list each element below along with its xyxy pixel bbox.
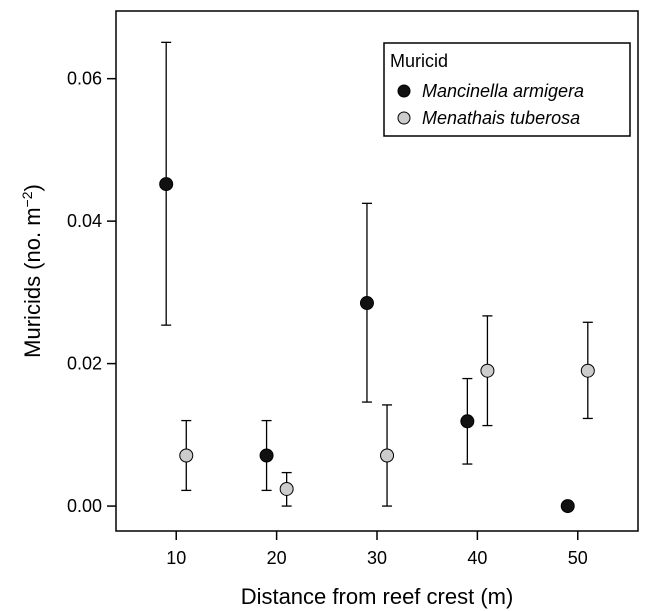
y-tick-label: 0.00 — [67, 496, 102, 516]
x-tick-label: 10 — [166, 548, 186, 568]
y-axis-label-main: Muricids (no. m — [20, 207, 45, 357]
legend-marker-menathais — [397, 111, 411, 125]
legend-marker-mancinella — [397, 84, 411, 98]
legend: Muricid Mancinella armigera Menathais tu… — [383, 42, 631, 137]
y-axis-label-superscript: −2 — [19, 191, 35, 207]
x-tick-label: 40 — [467, 548, 487, 568]
point-mancinella — [560, 499, 575, 514]
legend-item-mancinella: Mancinella armigera — [422, 81, 584, 101]
data-points — [159, 177, 595, 514]
y-tick-label: 0.02 — [67, 354, 102, 374]
y-axis-label: Muricids (no. m−2) — [19, 184, 45, 358]
legend-title: Muricid — [390, 51, 448, 71]
point-mancinella — [259, 448, 274, 463]
y-tick-label: 0.06 — [67, 69, 102, 89]
x-tick-label: 30 — [367, 548, 387, 568]
point-menathais — [580, 363, 595, 378]
y-axis-label-close: ) — [20, 184, 45, 191]
y-axis: 0.00 0.02 0.04 0.06 — [67, 69, 116, 516]
point-mancinella — [460, 414, 475, 429]
point-menathais — [480, 363, 495, 378]
point-menathais — [380, 448, 395, 463]
x-axis: 10 20 30 40 50 — [166, 531, 588, 568]
x-axis-label: Distance from reef crest (m) — [241, 584, 514, 609]
x-tick-label: 50 — [568, 548, 588, 568]
point-menathais — [179, 448, 194, 463]
y-tick-label: 0.04 — [67, 211, 102, 231]
point-mancinella — [159, 177, 174, 192]
legend-item-menathais: Menathais tuberosa — [422, 108, 580, 128]
x-tick-label: 20 — [267, 548, 287, 568]
legend-box — [383, 42, 631, 137]
point-menathais — [279, 481, 294, 496]
point-mancinella — [359, 296, 374, 311]
